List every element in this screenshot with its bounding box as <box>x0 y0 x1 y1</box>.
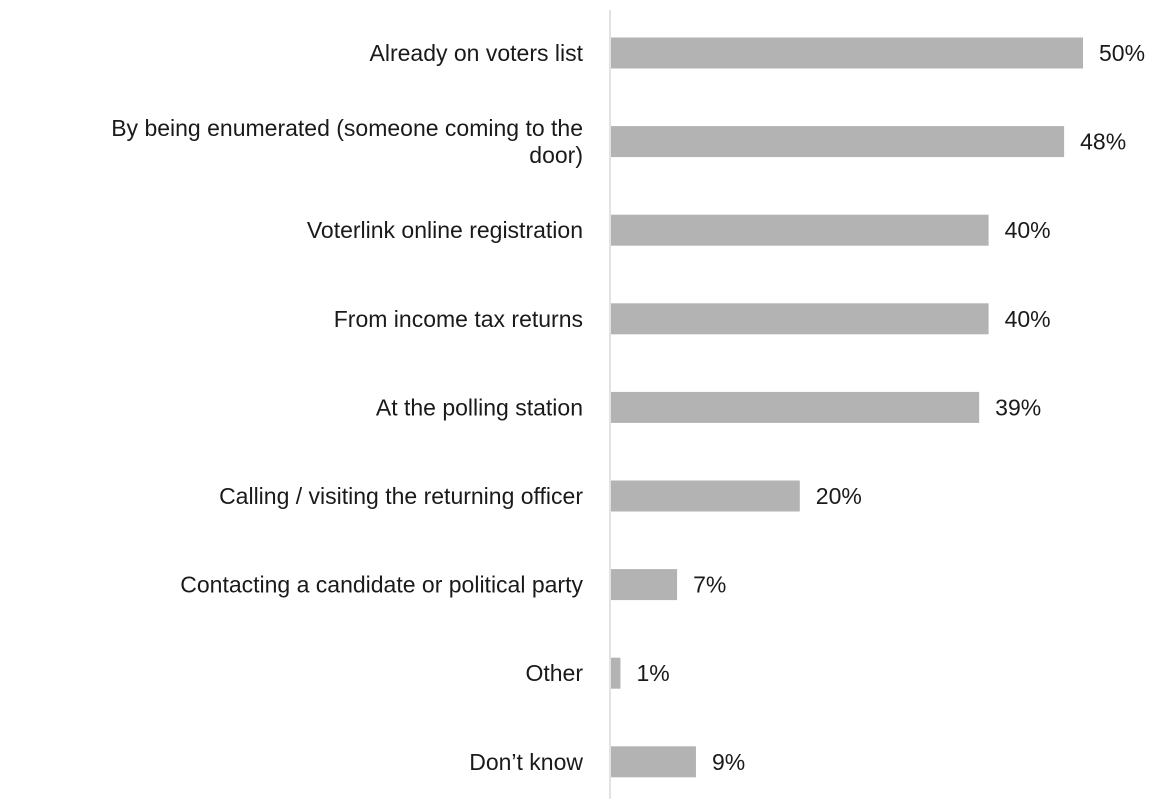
category-label-line: door) <box>529 142 583 168</box>
bar <box>611 657 621 689</box>
category-label: Already on voters list <box>370 40 584 66</box>
value-label: 50% <box>1099 40 1145 66</box>
category-label-line: At the polling station <box>376 394 583 420</box>
value-label: 39% <box>995 394 1041 420</box>
value-label: 40% <box>1005 306 1051 332</box>
bar <box>611 37 1083 69</box>
value-label: 9% <box>712 749 745 775</box>
category-label-line: Voterlink online registration <box>307 217 583 243</box>
category-label: Calling / visiting the returning officer <box>219 483 583 509</box>
value-label: 1% <box>636 660 669 686</box>
category-label-line: Contacting a candidate or political part… <box>180 572 583 598</box>
value-label: 40% <box>1005 217 1051 243</box>
category-label-line: Calling / visiting the returning officer <box>219 483 583 509</box>
value-label: 20% <box>816 483 862 509</box>
category-label: By being enumerated (someone coming to t… <box>111 115 583 168</box>
bar <box>611 569 678 601</box>
bar <box>611 391 980 423</box>
value-labels-group: 50% 48% 40% 40% 39% 20% 7% 1% 9% <box>636 40 1145 775</box>
category-labels-group: Already on voters list By being enumerate… <box>111 40 583 775</box>
bar <box>611 126 1065 158</box>
value-label: 48% <box>1080 129 1126 155</box>
category-label: Don’t know <box>469 749 583 775</box>
bars-group <box>611 37 1083 778</box>
bar <box>611 303 989 335</box>
category-label: Contacting a candidate or political part… <box>180 572 583 598</box>
value-label: 7% <box>693 572 726 598</box>
category-label: From income tax returns <box>334 306 583 332</box>
category-label: Voterlink online registration <box>307 217 583 243</box>
bar <box>611 746 696 778</box>
bar <box>611 480 800 512</box>
category-label: Other <box>525 660 583 686</box>
category-label: At the polling station <box>376 394 583 420</box>
category-label-line: By being enumerated (someone coming to t… <box>111 115 583 141</box>
bar <box>611 214 989 246</box>
category-label-line: From income tax returns <box>334 306 583 332</box>
category-label-line: Already on voters list <box>370 40 584 66</box>
category-label-line: Don’t know <box>469 749 583 775</box>
category-label-line: Other <box>525 660 583 686</box>
